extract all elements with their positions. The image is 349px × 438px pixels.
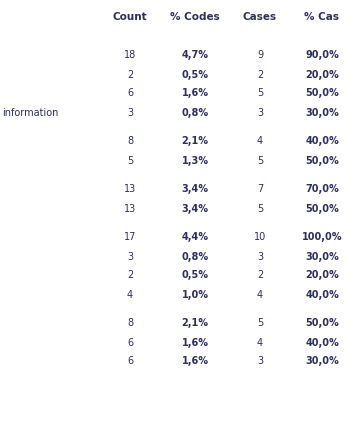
Text: 40,0%: 40,0%	[305, 137, 339, 146]
Text: 4: 4	[127, 290, 133, 300]
Text: 50,0%: 50,0%	[305, 155, 339, 166]
Text: 20,0%: 20,0%	[305, 70, 339, 80]
Text: 40,0%: 40,0%	[305, 338, 339, 347]
Text: 8: 8	[127, 318, 133, 328]
Text: Count: Count	[113, 12, 147, 22]
Text: 1,6%: 1,6%	[181, 88, 208, 99]
Text: 5: 5	[257, 88, 263, 99]
Text: 2: 2	[127, 271, 133, 280]
Text: 6: 6	[127, 88, 133, 99]
Text: 2: 2	[257, 271, 263, 280]
Text: 0,8%: 0,8%	[181, 251, 209, 261]
Text: % Codes: % Codes	[170, 12, 220, 22]
Text: 30,0%: 30,0%	[305, 251, 339, 261]
Text: 3: 3	[257, 357, 263, 367]
Text: 3,4%: 3,4%	[181, 184, 208, 194]
Text: 20,0%: 20,0%	[305, 271, 339, 280]
Text: 5: 5	[257, 204, 263, 213]
Text: 4,4%: 4,4%	[181, 233, 208, 243]
Text: 70,0%: 70,0%	[305, 184, 339, 194]
Text: 6: 6	[127, 357, 133, 367]
Text: 30,0%: 30,0%	[305, 357, 339, 367]
Text: 30,0%: 30,0%	[305, 107, 339, 117]
Text: 3: 3	[257, 251, 263, 261]
Text: 5: 5	[257, 318, 263, 328]
Text: 100,0%: 100,0%	[302, 233, 342, 243]
Text: 40,0%: 40,0%	[305, 290, 339, 300]
Text: information: information	[2, 107, 58, 117]
Text: 17: 17	[124, 233, 136, 243]
Text: 2,1%: 2,1%	[181, 318, 208, 328]
Text: Cases: Cases	[243, 12, 277, 22]
Text: 3: 3	[257, 107, 263, 117]
Text: 4: 4	[257, 290, 263, 300]
Text: 4,7%: 4,7%	[181, 50, 208, 60]
Text: 5: 5	[127, 155, 133, 166]
Text: 1,0%: 1,0%	[181, 290, 208, 300]
Text: 4: 4	[257, 338, 263, 347]
Text: 0,8%: 0,8%	[181, 107, 209, 117]
Text: 50,0%: 50,0%	[305, 318, 339, 328]
Text: 7: 7	[257, 184, 263, 194]
Text: 3: 3	[127, 251, 133, 261]
Text: % Cas: % Cas	[304, 12, 340, 22]
Text: 50,0%: 50,0%	[305, 88, 339, 99]
Text: 13: 13	[124, 184, 136, 194]
Text: 3,4%: 3,4%	[181, 204, 208, 213]
Text: 0,5%: 0,5%	[181, 70, 208, 80]
Text: 4: 4	[257, 137, 263, 146]
Text: 2,1%: 2,1%	[181, 137, 208, 146]
Text: 18: 18	[124, 50, 136, 60]
Text: 0,5%: 0,5%	[181, 271, 208, 280]
Text: 90,0%: 90,0%	[305, 50, 339, 60]
Text: 2: 2	[127, 70, 133, 80]
Text: 10: 10	[254, 233, 266, 243]
Text: 9: 9	[257, 50, 263, 60]
Text: 6: 6	[127, 338, 133, 347]
Text: 2: 2	[257, 70, 263, 80]
Text: 8: 8	[127, 137, 133, 146]
Text: 1,6%: 1,6%	[181, 357, 208, 367]
Text: 3: 3	[127, 107, 133, 117]
Text: 13: 13	[124, 204, 136, 213]
Text: 1,6%: 1,6%	[181, 338, 208, 347]
Text: 1,3%: 1,3%	[181, 155, 208, 166]
Text: 5: 5	[257, 155, 263, 166]
Text: 50,0%: 50,0%	[305, 204, 339, 213]
